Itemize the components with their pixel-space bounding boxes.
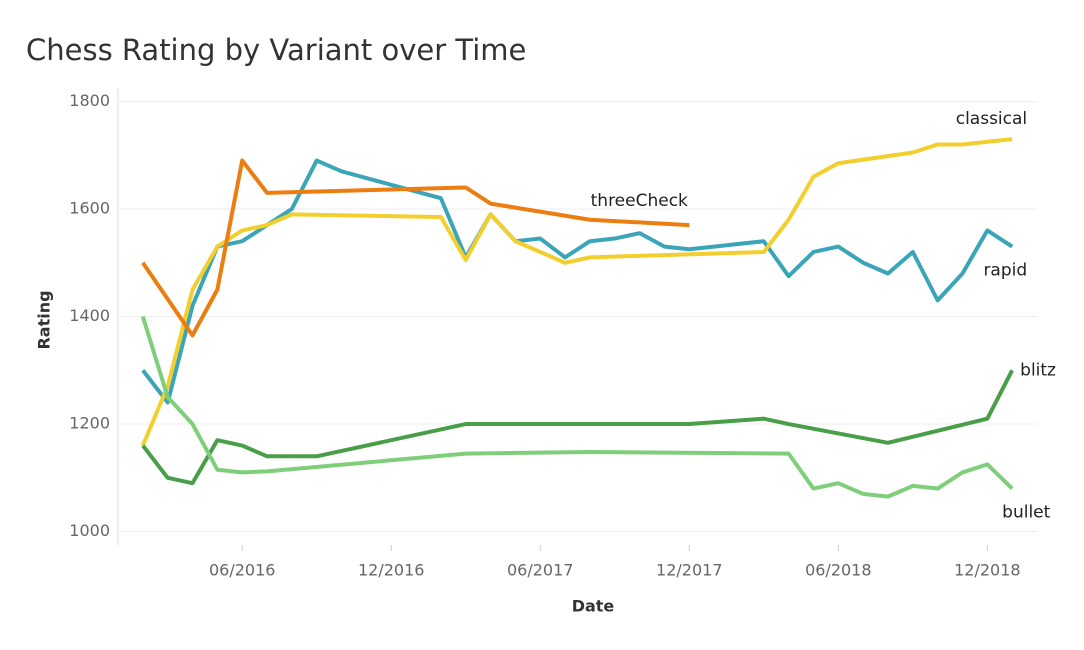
series-label: threeCheck — [591, 191, 688, 211]
series-line — [141, 158, 690, 338]
y-tick-label: 1400 — [69, 306, 110, 325]
x-tick-label: 12/2016 — [358, 561, 424, 580]
x-axis-title: Date — [572, 597, 615, 616]
y-tick-label: 1600 — [69, 198, 110, 217]
y-axis-title: Rating — [35, 290, 54, 349]
x-tick-label: 06/2017 — [507, 561, 573, 580]
chart-title: Chess Rating by Variant over Time — [26, 33, 526, 67]
series-line — [141, 369, 1014, 486]
series-label: classical — [956, 109, 1027, 129]
series-line — [141, 158, 1014, 405]
y-tick-label: 1000 — [69, 521, 110, 540]
series-line — [140, 137, 1013, 447]
x-tick-label: 12/2017 — [656, 561, 722, 580]
y-tick-label: 1200 — [69, 414, 110, 433]
series-label: rapid — [983, 261, 1027, 281]
y-tick-label: 1800 — [69, 91, 110, 110]
x-tick-label: 06/2018 — [805, 561, 871, 580]
x-tick-label: 06/2016 — [209, 561, 275, 580]
series-label: bullet — [1002, 503, 1050, 523]
x-tick-label: 12/2018 — [954, 561, 1020, 580]
series-line — [140, 315, 1014, 499]
series-label: blitz — [1020, 360, 1056, 380]
